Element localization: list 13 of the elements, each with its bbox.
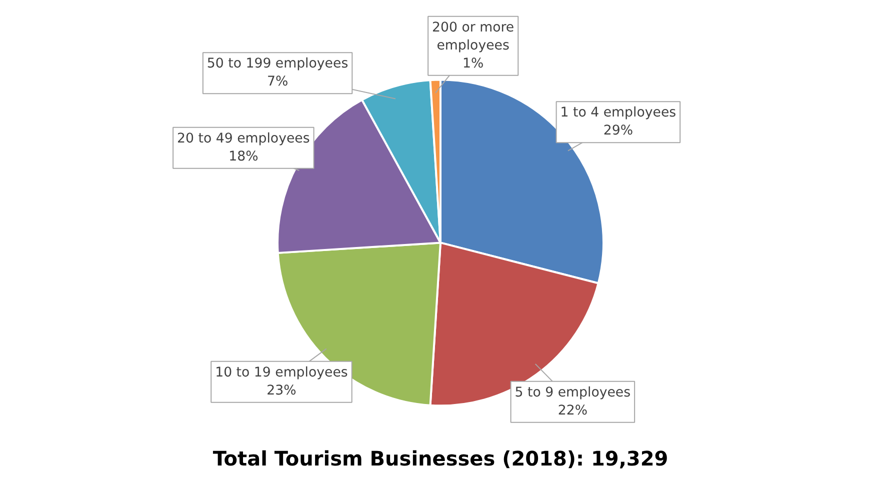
text: Total Tourism Businesses (2018): 19,329 bbox=[212, 446, 668, 470]
data-label: 18% bbox=[228, 149, 258, 164]
data-label: 23% bbox=[266, 383, 296, 398]
slice-label: 20 to 49 employees bbox=[177, 131, 310, 146]
slice-label: 200 or more employees bbox=[432, 20, 514, 54]
data-label: 1% bbox=[462, 56, 484, 72]
slice-label: 50 to 199 employees bbox=[206, 56, 348, 72]
slice-label: 5 to 9 employees bbox=[514, 385, 631, 400]
slice-label: 1 to 4 employees bbox=[560, 106, 676, 121]
data-label: 29% bbox=[603, 124, 634, 139]
slice-label: 10 to 19 employees bbox=[215, 365, 348, 380]
data-label: 7% bbox=[266, 74, 288, 90]
data-label: 22% bbox=[558, 403, 588, 418]
